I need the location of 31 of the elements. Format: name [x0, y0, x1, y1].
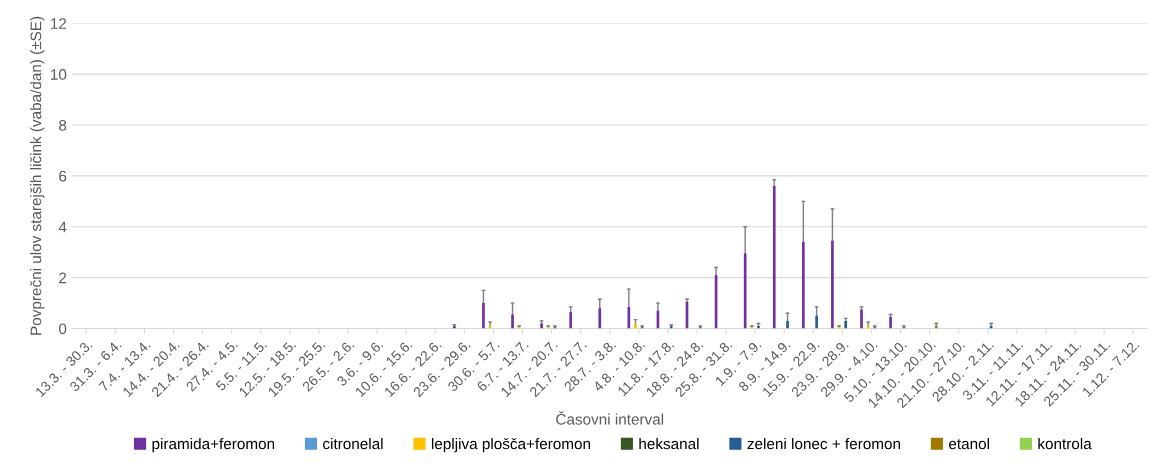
bar [802, 242, 805, 329]
bar [889, 317, 892, 329]
bar [634, 323, 637, 329]
legend-label: citronelal [323, 438, 383, 450]
bar [511, 314, 514, 329]
y-tick-label: 2 [59, 272, 67, 284]
bar [482, 303, 485, 329]
y-tick-label: 6 [59, 170, 67, 182]
y-tick-label: 4 [58, 221, 67, 233]
bar [815, 315, 818, 329]
legend-label: piramida+feromon [152, 438, 275, 453]
legend-label: etanol [949, 438, 989, 450]
bar [844, 320, 848, 329]
y-tick-label: 8 [59, 119, 67, 131]
y-tick-label: 0 [58, 323, 67, 335]
legend-label: zeleni lonec + feromon [747, 438, 901, 450]
legend-label: kontrola [1038, 438, 1092, 450]
bar [598, 308, 602, 329]
bar [831, 240, 834, 329]
bar [540, 323, 543, 329]
y-axis-title: Povprečni ulov starejših ličink (vaba/dan) (±SE) [30, 16, 45, 335]
y-tick-label: 12 [51, 18, 67, 29]
bar [860, 309, 863, 329]
bar [786, 320, 789, 329]
bar [569, 312, 573, 329]
x-axis-title: Časovni interval [556, 411, 664, 425]
bar [772, 186, 776, 329]
bar [743, 253, 747, 329]
y-tick-label: 10 [51, 69, 67, 80]
legend-label: heksanal [639, 438, 699, 450]
legend-label: lepljiva plošča+feromon [431, 437, 591, 453]
